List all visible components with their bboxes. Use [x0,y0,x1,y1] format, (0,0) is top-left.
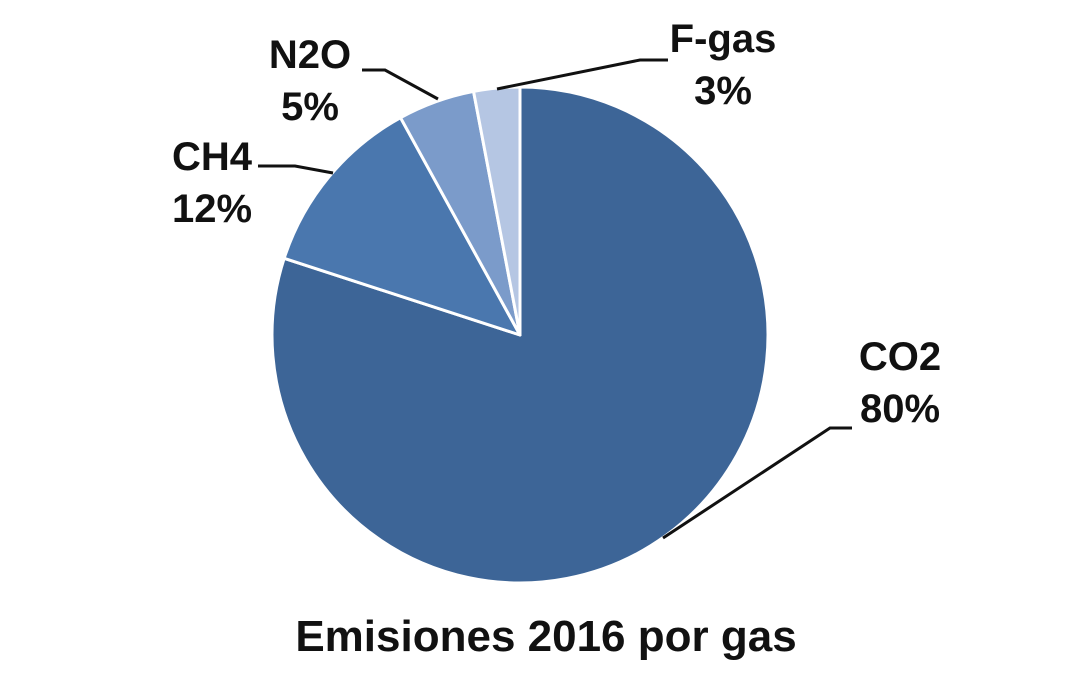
pie-slices [270,85,770,585]
slice-name-label-f-gas: F-gas [670,17,777,61]
pie-slice-f-gas [472,85,522,337]
slice-value-label-ch4: 12% [172,187,252,231]
slice-labels: CO2 80% CH4 12% N2O 5% F-gas 3% [172,17,941,431]
slice-value-label-n2o: 5% [281,85,339,129]
chart-title: Emisiones 2016 por gas [295,612,797,661]
slice-name-label-ch4: CH4 [172,135,253,179]
leader-line-ch4 [258,164,334,175]
slice-name-label-co2: CO2 [859,335,941,379]
pie-slice-ch4 [282,116,522,337]
leader-lines [258,58,852,540]
leader-line-co2 [662,426,852,540]
leader-line-n2o [362,68,439,101]
leader-line-f-gas [496,58,668,91]
slice-value-label-co2: 80% [860,387,940,431]
slice-name-label-n2o: N2O [269,33,351,77]
slice-value-label-f-gas: 3% [694,69,752,113]
